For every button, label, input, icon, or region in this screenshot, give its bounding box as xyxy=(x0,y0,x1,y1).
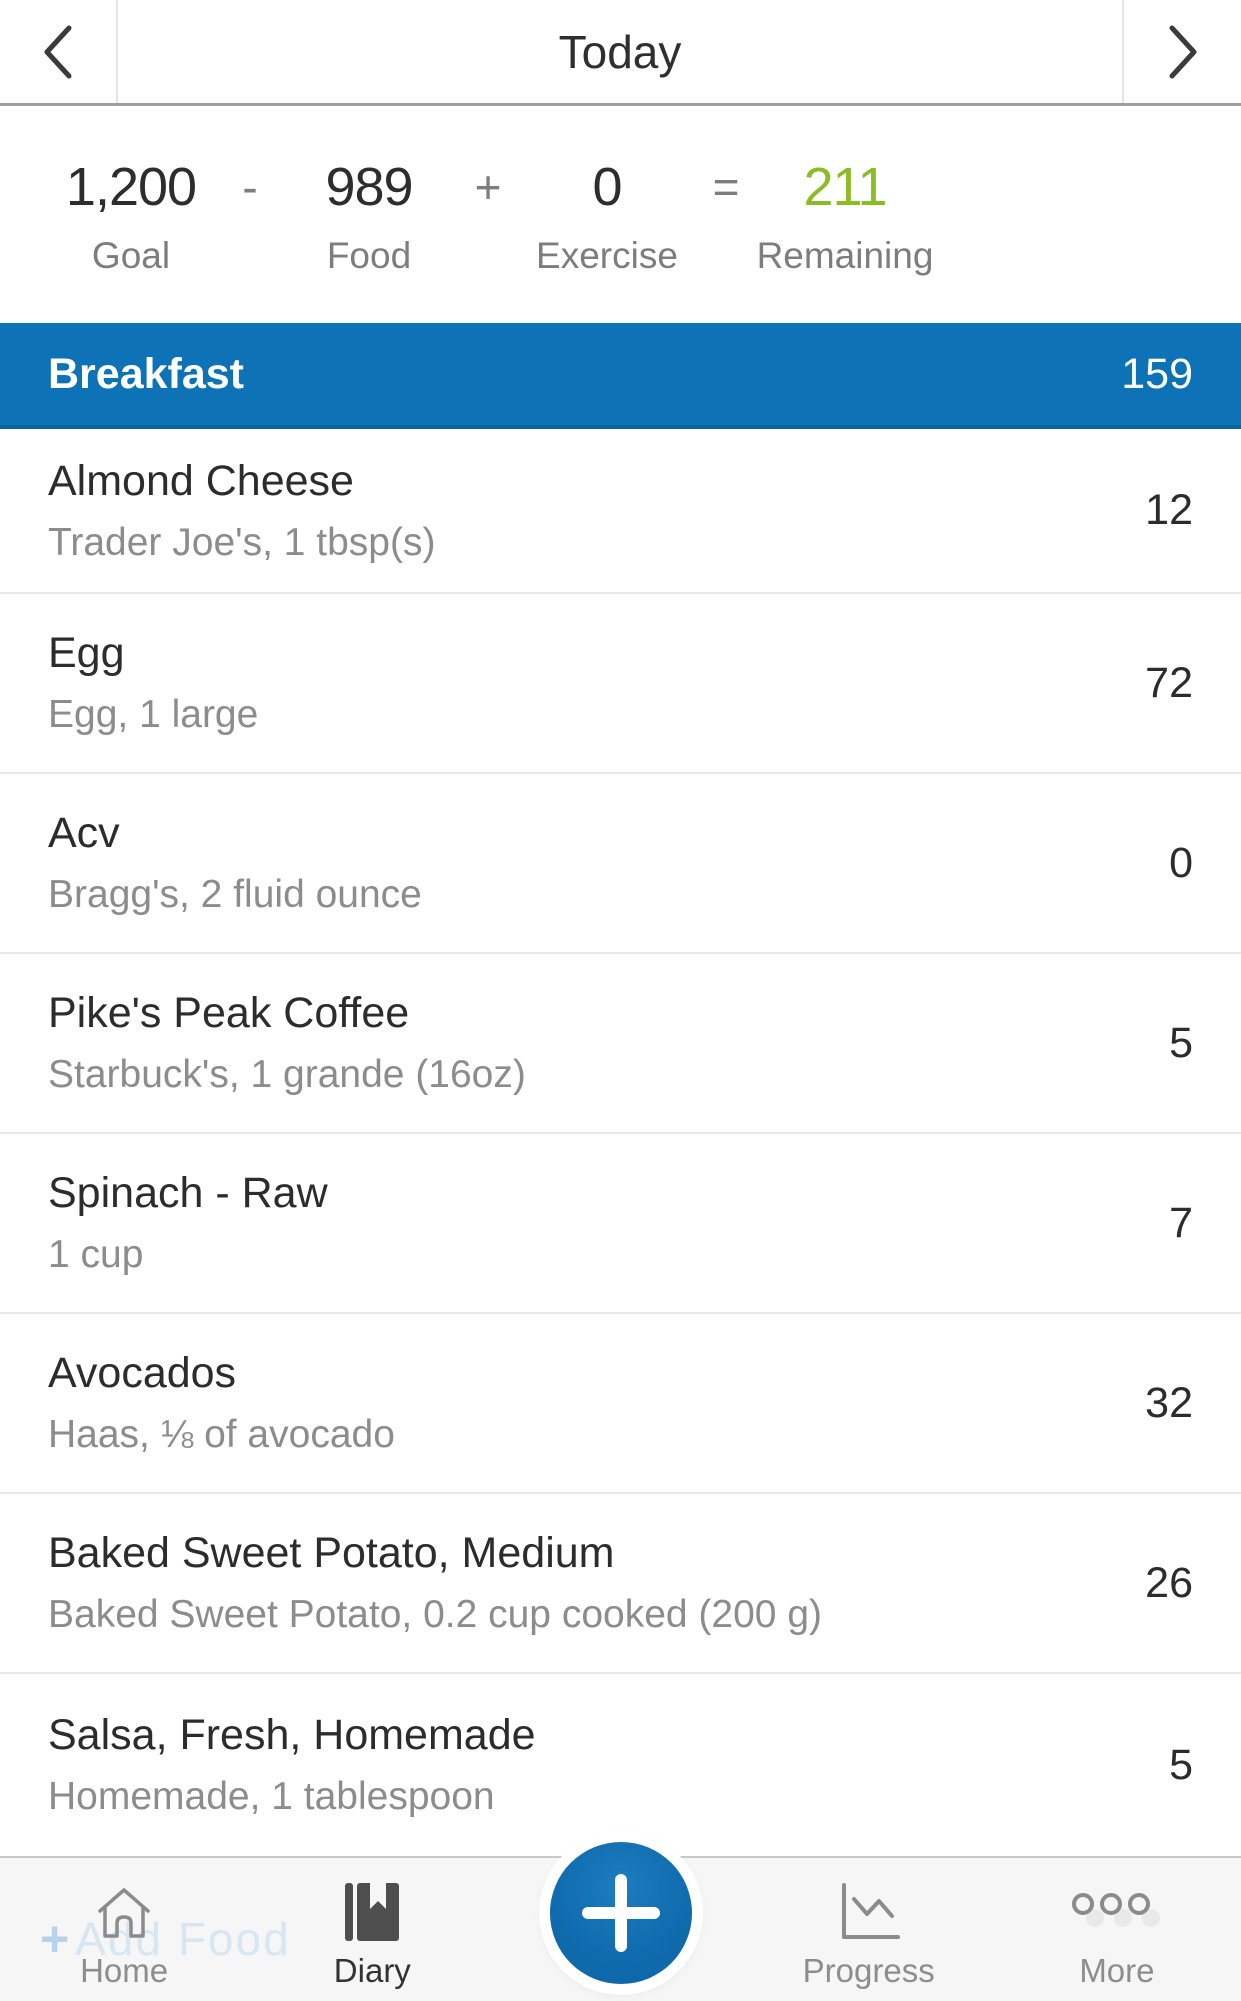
food-column: 989 Food xyxy=(274,152,464,278)
food-detail: Trader Joe's, 1 tbsp(s) xyxy=(48,520,436,564)
food-title: Acv xyxy=(48,809,120,857)
add-food-ghost-text: + Add Food xyxy=(40,1911,291,1967)
food-value: 989 xyxy=(325,156,413,217)
food-title: Salsa, Fresh, Homemade xyxy=(48,1711,536,1759)
food-list: Almond Cheese Trader Joe's, 1 tbsp(s) 12… xyxy=(0,429,1241,1856)
previous-day-button[interactable] xyxy=(0,0,118,103)
exercise-column: 0 Exercise xyxy=(512,152,702,278)
food-title: Baked Sweet Potato, Medium xyxy=(48,1529,615,1577)
food-row[interactable]: Salsa, Fresh, Homemade Homemade, 1 table… xyxy=(0,1674,1241,1856)
calorie-summary: 1,200 Goal - 989 Food + 0 Exercise = 211… xyxy=(0,106,1241,323)
remaining-label: Remaining xyxy=(756,234,934,276)
food-calories: 0 xyxy=(1169,838,1193,887)
equals-operator: = xyxy=(712,160,740,213)
chevron-right-icon xyxy=(1169,25,1196,78)
food-detail: Starbuck's, 1 grande (16oz) xyxy=(48,1053,526,1096)
food-detail: Baked Sweet Potato, 0.2 cup cooked (200 … xyxy=(48,1593,823,1636)
food-detail: Homemade, 1 tablespoon xyxy=(48,1775,495,1818)
goal-label: Goal xyxy=(91,234,171,276)
tab-more-label: More xyxy=(1079,1952,1155,1989)
tab-bar: + Add Food Home Diary xyxy=(0,1842,1241,2001)
tab-home[interactable]: Home xyxy=(0,1858,248,2001)
food-calories: 72 xyxy=(1145,658,1193,707)
tab-diary-label: Diary xyxy=(333,1952,411,1989)
food-calories: 32 xyxy=(1145,1378,1193,1427)
food-calories: 5 xyxy=(1169,1018,1193,1067)
food-title: Spinach - Raw xyxy=(48,1169,328,1217)
food-row[interactable]: Egg Egg, 1 large 72 xyxy=(0,594,1241,774)
progress-icon xyxy=(834,1878,904,1946)
home-icon xyxy=(92,1878,156,1946)
navbar: Today xyxy=(0,0,1241,106)
food-row[interactable]: Baked Sweet Potato, Medium Baked Sweet P… xyxy=(0,1494,1241,1674)
fab-slot xyxy=(496,1842,744,2001)
remaining-column: 211 Remaining xyxy=(750,152,940,278)
food-title: Avocados xyxy=(48,1349,237,1397)
goal-column: 1,200 Goal xyxy=(36,152,226,278)
meal-section-header: Breakfast 159 xyxy=(0,323,1241,429)
plus-ghost-glyph: + xyxy=(40,1911,70,1967)
exercise-label: Exercise xyxy=(536,234,678,276)
food-calories: 26 xyxy=(1145,1558,1193,1607)
date-title[interactable]: Today xyxy=(558,25,682,78)
tab-diary[interactable]: Diary xyxy=(248,1858,496,2001)
diary-icon xyxy=(341,1878,403,1946)
food-row[interactable]: Acv Bragg's, 2 fluid ounce 0 xyxy=(0,774,1241,954)
next-day-button[interactable] xyxy=(1122,0,1241,103)
meal-name: Breakfast xyxy=(48,349,244,398)
remaining-value: 211 xyxy=(803,156,887,217)
food-calories: 7 xyxy=(1169,1198,1193,1247)
food-calories: 5 xyxy=(1169,1740,1193,1789)
food-detail: Haas, ⅛ of avocado xyxy=(48,1413,395,1456)
food-row[interactable]: Avocados Haas, ⅛ of avocado 32 xyxy=(0,1314,1241,1494)
tab-progress-label: Progress xyxy=(802,1952,935,1989)
add-entry-fab[interactable] xyxy=(549,1842,692,1984)
food-detail: Egg, 1 large xyxy=(48,693,259,736)
more-icon xyxy=(1067,1878,1167,1946)
exercise-value: 0 xyxy=(592,156,622,217)
food-label: Food xyxy=(326,234,412,276)
food-detail: 1 cup xyxy=(48,1233,144,1276)
food-detail: Bragg's, 2 fluid ounce xyxy=(48,873,422,916)
tab-progress[interactable]: Progress xyxy=(745,1858,993,2001)
food-title: Egg xyxy=(48,629,125,677)
tab-home-label: Home xyxy=(80,1952,169,1989)
plus-icon xyxy=(581,1874,660,1952)
food-calories: 12 xyxy=(1145,486,1193,534)
food-title: Pike's Peak Coffee xyxy=(48,989,410,1037)
tab-more[interactable]: More xyxy=(993,1858,1241,2001)
goal-value: 1,200 xyxy=(65,156,197,217)
food-row[interactable]: Pike's Peak Coffee Starbuck's, 1 grande … xyxy=(0,954,1241,1134)
food-row[interactable]: Almond Cheese Trader Joe's, 1 tbsp(s) 12 xyxy=(0,429,1241,594)
minus-operator: - xyxy=(242,160,258,213)
food-row[interactable]: Spinach - Raw 1 cup 7 xyxy=(0,1134,1241,1314)
meal-total-calories: 159 xyxy=(1121,349,1193,398)
plus-operator: + xyxy=(474,160,502,213)
chevron-left-icon xyxy=(44,25,72,78)
food-title: Almond Cheese xyxy=(48,456,354,505)
